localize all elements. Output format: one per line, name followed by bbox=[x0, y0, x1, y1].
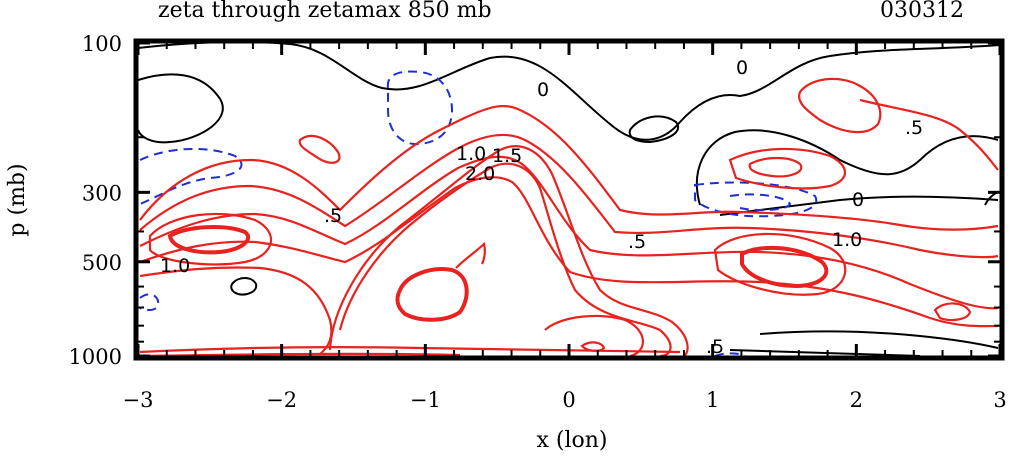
zero-contour-top bbox=[137, 40, 1001, 141]
zero-contour-bottom-right2 bbox=[729, 349, 921, 357]
positive-contour-right-top bbox=[798, 77, 882, 134]
zero-contour-right bbox=[695, 129, 999, 206]
x-tick-label: 1 bbox=[706, 388, 719, 412]
positive-contour-center-core bbox=[395, 267, 469, 322]
plot-frame bbox=[133, 38, 1005, 361]
contour-label: 0 bbox=[736, 57, 748, 79]
contour-label: 1.0 bbox=[832, 229, 862, 251]
positive-contour-right-mid2 bbox=[748, 156, 803, 178]
negative-contour-bottom bbox=[714, 352, 746, 357]
x-axis: −3 −2 −1 0 1 2 3 bbox=[123, 43, 1007, 412]
y-tick-label: 500 bbox=[82, 251, 122, 275]
x-tick-label: −2 bbox=[266, 388, 297, 412]
contour-label: 0 bbox=[852, 189, 864, 211]
contour-label: .5 bbox=[628, 231, 646, 253]
chart-title: zeta through zetamax 850 mb bbox=[158, 0, 492, 23]
negative-contour-top bbox=[386, 70, 454, 146]
contour-labels: 0 0 0 .5 .5 .5 1.0 1.0 2.0 .5 1.0 1.5 bbox=[160, 57, 923, 358]
positive-contour-center bbox=[338, 162, 672, 358]
y-axis-label: p (mb) bbox=[5, 163, 30, 236]
zero-contour-bottom-right bbox=[759, 330, 999, 349]
plot-area: 0 0 0 .5 .5 .5 1.0 1.0 2.0 .5 1.0 1.5 bbox=[133, 38, 1005, 361]
negative-contour-right-inner bbox=[729, 193, 792, 212]
x-tick-label: 2 bbox=[850, 388, 863, 412]
zero-contour-island bbox=[628, 115, 679, 144]
positive-contour-tiny-left bbox=[298, 134, 341, 164]
positive-contour-bottom-blob bbox=[544, 314, 644, 358]
positive-contours bbox=[139, 77, 999, 358]
x-tick-label: 3 bbox=[993, 388, 1006, 412]
positive-contour-3 bbox=[139, 155, 999, 310]
contour-label: 2.0 bbox=[465, 163, 495, 185]
positive-contour-4 bbox=[139, 176, 999, 328]
y-axis: 100 300 500 1000 bbox=[69, 32, 1000, 369]
positive-contour-bottom-edge bbox=[139, 346, 681, 354]
positive-contour-right-top2 bbox=[859, 98, 999, 171]
x-tick-label: 0 bbox=[562, 388, 575, 412]
contour-label: 1.5 bbox=[492, 145, 522, 167]
y-tick-label: 300 bbox=[82, 181, 122, 205]
x-tick-label: −1 bbox=[410, 388, 441, 412]
positive-contour-right-mid bbox=[728, 147, 847, 190]
contour-label: 1.0 bbox=[160, 255, 190, 277]
contour-label: 1.0 bbox=[456, 143, 486, 165]
positive-contour-left-core bbox=[148, 212, 273, 266]
contour-label: .5 bbox=[324, 205, 342, 227]
x-axis-label: x (lon) bbox=[536, 428, 607, 453]
y-tick-label: 100 bbox=[82, 32, 122, 56]
zero-contour-left bbox=[137, 73, 224, 144]
contour-label: 0 bbox=[537, 79, 549, 101]
x-tick-label: −3 bbox=[123, 388, 154, 412]
contour-label: .5 bbox=[905, 117, 923, 139]
positive-contour-bottom-edge2 bbox=[139, 352, 461, 358]
positive-contour-right-core bbox=[713, 232, 847, 296]
y-tick-label: 1000 bbox=[69, 345, 122, 369]
contour-label: .5 bbox=[706, 336, 724, 358]
positive-contour-center2 bbox=[328, 145, 689, 357]
positive-contour-right-small bbox=[933, 302, 972, 322]
zero-contour-blob-left bbox=[230, 277, 258, 296]
positive-contour-center-core-tail bbox=[455, 241, 486, 269]
positive-contour-1 bbox=[139, 105, 999, 231]
zero-contours bbox=[137, 40, 1001, 357]
positive-contour-2 bbox=[139, 133, 999, 259]
positive-contour-right-core2 bbox=[740, 245, 829, 289]
negative-contour-left bbox=[139, 147, 243, 205]
date-label: 030312 bbox=[880, 0, 964, 23]
positive-contour-left-core2 bbox=[167, 225, 251, 255]
